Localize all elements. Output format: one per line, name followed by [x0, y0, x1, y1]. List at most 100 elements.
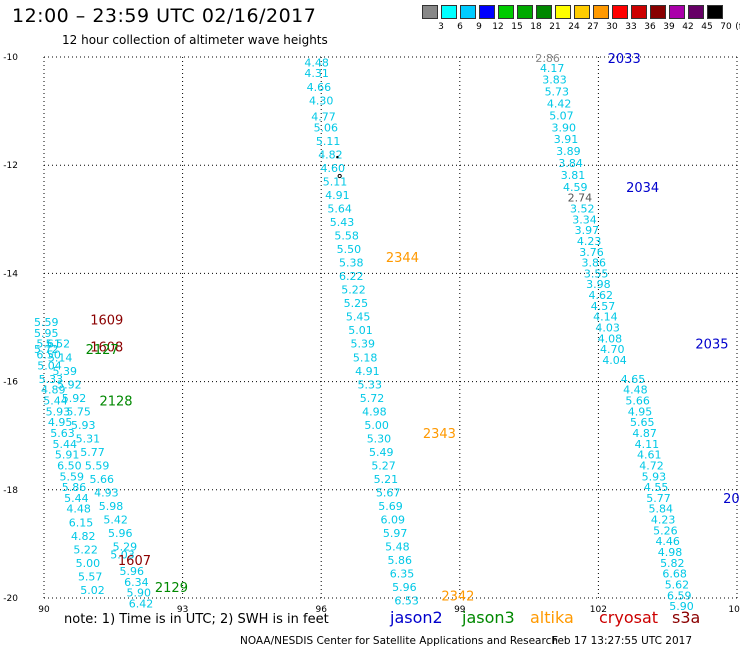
track-label: 2128 — [99, 395, 132, 410]
scale-swatch — [669, 5, 685, 19]
swh-reading: 5.92 — [62, 392, 87, 405]
swh-reading: 5.86 — [62, 481, 87, 494]
swh-reading: 5.62 — [665, 578, 690, 591]
swh-reading: 4.95 — [48, 416, 73, 429]
swh-reading: 4.65 — [621, 373, 646, 386]
scale-swatch — [498, 5, 514, 19]
swh-reading: 4.31 — [304, 67, 329, 80]
swh-reading: 4.48 — [66, 503, 91, 516]
swh-reading: 5.82 — [660, 557, 685, 570]
map-title: 12:00 – 23:59 UTC 02/16/2017 — [12, 5, 317, 27]
track-label: 2344 — [386, 251, 419, 266]
swh-reading: 5.93 — [46, 405, 71, 418]
swh-reading: 6.09 — [381, 514, 406, 527]
swh-reading: 2.74 — [568, 192, 593, 205]
swh-reading: 4.72 — [639, 459, 664, 472]
swh-reading: 3.34 — [572, 213, 597, 226]
track-label: 1609 — [90, 313, 123, 328]
swh-reading: 5.26 — [653, 524, 678, 537]
legend-cryosat: cryosat — [599, 608, 659, 627]
swh-reading: 4.62 — [588, 289, 613, 302]
swh-reading: 4.42 — [547, 98, 572, 111]
scale-label: 9 — [476, 22, 482, 32]
swh-reading: 5.33 — [357, 378, 382, 391]
swh-reading: 6.68 — [662, 568, 687, 581]
swh-reading: 5.44 — [64, 492, 89, 505]
swh-reading: 4.87 — [632, 427, 657, 440]
scale-swatch — [441, 5, 457, 19]
scale-swatch — [612, 5, 628, 19]
swh-reading: 5.61 — [36, 338, 61, 351]
swh-reading: 6.50 — [57, 459, 82, 472]
swh-reading: 4.03 — [595, 322, 620, 335]
swh-reading: 5.95 — [34, 327, 59, 340]
swh-reading: 5.86 — [387, 554, 412, 567]
swh-reading: 5.00 — [76, 557, 101, 570]
legend-jason2: jason2 — [390, 608, 443, 627]
swh-reading: 5.96 — [120, 565, 145, 578]
scale-label: 24 — [568, 22, 580, 32]
swh-reading: 5.92 — [57, 378, 82, 391]
legend-altika: altika — [530, 608, 574, 627]
track-label: 2127 — [86, 343, 119, 358]
swh-reading: 5.38 — [339, 257, 364, 270]
swh-reading: 4.48 — [304, 56, 329, 69]
lat-tick-label: -18 — [3, 486, 18, 496]
scale-label: 15 — [511, 22, 523, 32]
swh-reading: 3.83 — [542, 74, 567, 87]
swh-reading: 5.93 — [71, 419, 96, 432]
scale-label: 12 — [492, 22, 504, 32]
swh-reading: 4.11 — [635, 438, 660, 451]
swh-reading: 5.67 — [376, 487, 401, 500]
swh-reading: 5.75 — [66, 405, 91, 418]
swh-reading: 5.14 — [48, 351, 73, 364]
scale-swatch — [422, 5, 438, 19]
scale-label: 45 — [701, 22, 713, 32]
swh-reading: 4.46 — [655, 535, 680, 548]
swh-reading: 5.11 — [316, 135, 341, 148]
scale-swatch — [574, 5, 590, 19]
lon-tick-label: 99 — [454, 605, 466, 615]
swh-reading: 4.30 — [309, 94, 334, 107]
island-markers — [336, 155, 342, 179]
swh-reading: 4.23 — [577, 235, 602, 248]
track-label: 2343 — [423, 427, 456, 442]
swh-reading: 5.77 — [646, 492, 671, 505]
scale-label: 42 — [682, 22, 694, 32]
swh-reading: 6.15 — [69, 516, 94, 529]
axis-tick-labels: 90 93 96 99 102 105 -10 -12 -14 -16 -18 -20 — [3, 53, 740, 615]
swh-reading: 5.65 — [630, 416, 655, 429]
swh-reading: 3.91 — [554, 133, 579, 146]
scale-swatch — [555, 5, 571, 19]
lon-tick-label: 102 — [590, 605, 607, 615]
scale-label: 39 — [663, 22, 675, 32]
swh-reading: 4.77 — [311, 111, 336, 124]
swh-reading: 4.48 — [623, 384, 648, 397]
track-labels: 2033 2034 2035 203 2344 2343 2342 1609 1608 1607 2… — [86, 52, 740, 604]
scale-unit: (ft) — [735, 22, 740, 32]
credit-line: NOAA/NESDIS Center for Satellite Applica… — [240, 635, 558, 647]
swh-reading: 5.39 — [53, 365, 78, 378]
swh-reading: 4.70 — [600, 343, 625, 356]
swh-reading: 3.81 — [561, 169, 586, 182]
swh-reading: 6.22 — [339, 270, 364, 283]
swh-reading: 5.77 — [80, 446, 105, 459]
swh-reading: 3.76 — [579, 246, 604, 259]
swh-reading: 5.49 — [369, 446, 394, 459]
swh-reading: 5.90 — [669, 600, 694, 613]
swh-reading: 5.91 — [55, 449, 80, 462]
scale-swatch — [479, 5, 495, 19]
lat-tick-label: -12 — [3, 161, 18, 171]
swh-reading: 5.57 — [78, 570, 103, 583]
swh-reading: 5.11 — [323, 175, 348, 188]
swh-reading: 5.50 — [337, 243, 362, 256]
swh-reading: 3.97 — [575, 224, 600, 237]
track-label: 2033 — [608, 52, 641, 67]
scale-swatch — [688, 5, 704, 19]
swh-reading: 4.82 — [318, 148, 343, 161]
swh-reading: 4.14 — [593, 311, 618, 324]
swh-reading: 5.69 — [378, 500, 403, 513]
swh-reading: 5.73 — [545, 86, 570, 99]
swh-reading: 5.39 — [351, 338, 376, 351]
scale-swatch — [460, 5, 476, 19]
